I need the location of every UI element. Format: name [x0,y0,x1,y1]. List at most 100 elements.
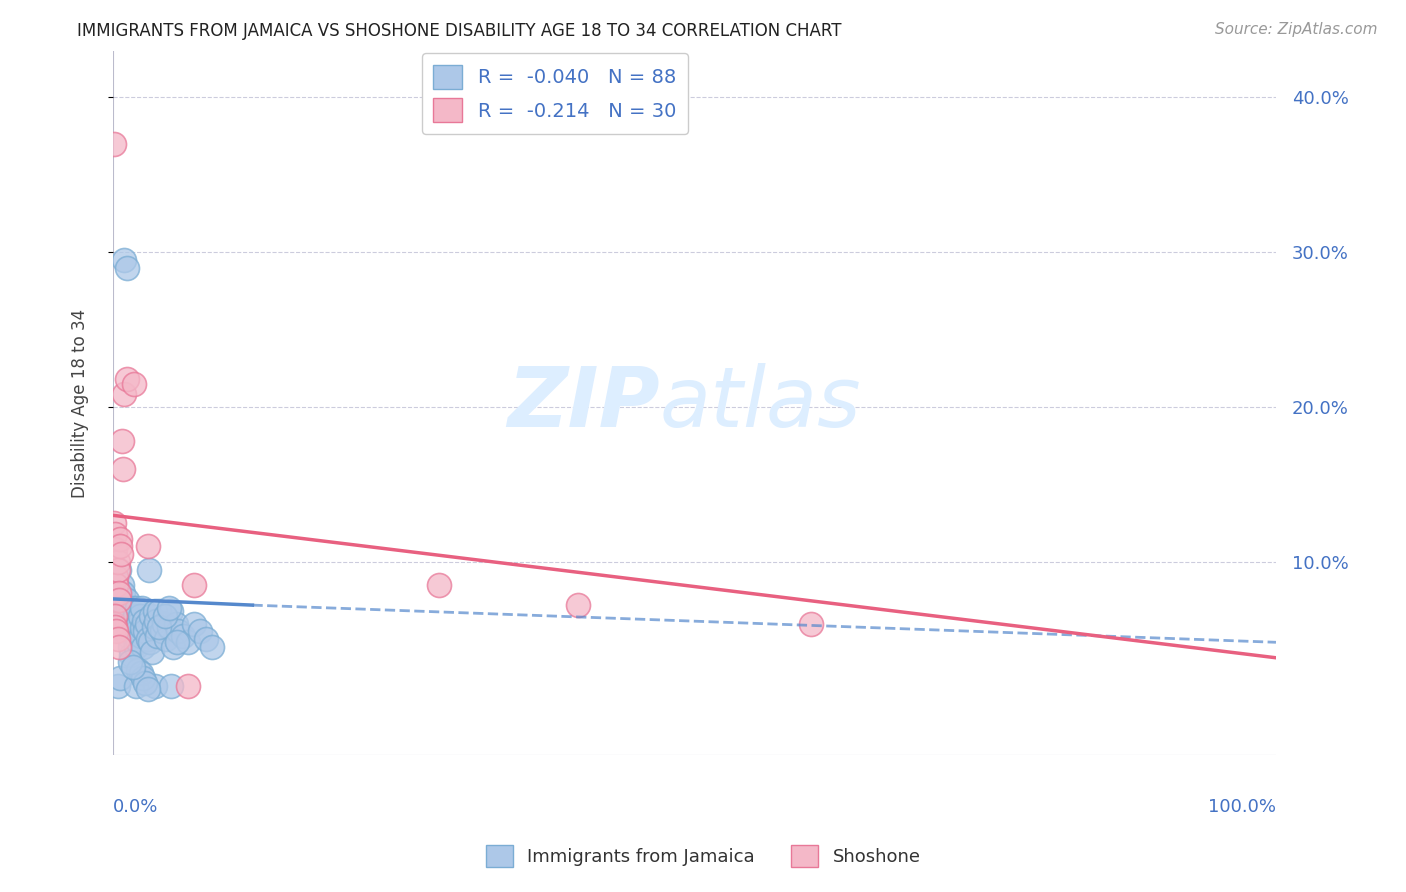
Point [114,604,136,618]
Point [108,532,131,546]
Point [112,609,135,624]
Point [115,593,138,607]
Point [107,679,129,693]
Point [139,635,162,649]
Point [124,632,146,647]
Point [105,570,128,584]
Point [143,604,166,618]
Point [134,675,156,690]
Point [111,434,134,448]
Point [141,644,163,658]
Point [104,609,127,624]
Point [107,562,129,576]
Point [124,609,146,624]
Text: IMMIGRANTS FROM JAMAICA VS SHOSHONE DISABILITY AGE 18 TO 34 CORRELATION CHART: IMMIGRANTS FROM JAMAICA VS SHOSHONE DISA… [77,22,842,40]
Point [103,516,125,530]
Point [135,616,157,631]
Point [104,542,127,557]
Point [128,609,150,624]
Text: ZIP: ZIP [508,362,659,443]
Point [120,616,142,631]
Point [127,616,149,631]
Point [110,547,132,561]
Point [110,616,132,631]
Text: 0.0%: 0.0% [112,797,159,815]
Point [108,582,131,597]
Point [183,578,205,592]
Legend: R =  -0.040   N = 88, R =  -0.214   N = 30: R = -0.040 N = 88, R = -0.214 N = 30 [422,54,688,134]
Point [110,593,132,607]
Point [115,620,138,634]
Point [107,555,129,569]
Point [132,640,155,654]
Point [108,624,131,639]
Point [121,660,143,674]
Legend: Immigrants from Jamaica, Shoshone: Immigrants from Jamaica, Shoshone [478,838,928,874]
Point [114,252,136,267]
Point [125,640,148,654]
Point [136,681,159,696]
Point [117,629,139,643]
Point [104,597,127,611]
Point [148,620,170,634]
Point [800,616,823,631]
Point [115,372,138,386]
Point [160,679,183,693]
Point [125,679,148,693]
Point [136,539,159,553]
Text: atlas: atlas [659,362,860,443]
Point [153,616,176,631]
Point [129,629,152,643]
Point [183,616,205,631]
Point [142,620,165,634]
Point [122,601,145,615]
Text: Source: ZipAtlas.com: Source: ZipAtlas.com [1215,22,1378,37]
Point [194,632,217,647]
Point [141,609,163,624]
Point [127,635,149,649]
Point [150,624,173,639]
Point [105,604,128,618]
Point [155,632,177,647]
Point [427,578,450,592]
Point [104,620,127,634]
Y-axis label: Disability Age 18 to 34: Disability Age 18 to 34 [72,309,89,498]
Point [114,598,136,612]
Point [125,620,148,634]
Point [120,640,142,654]
Point [162,640,184,654]
Point [117,601,139,615]
Point [136,632,159,647]
Point [177,679,200,693]
Point [166,635,188,649]
Point [134,614,156,628]
Point [105,624,128,639]
Point [157,620,180,634]
Point [107,589,129,603]
Point [114,387,136,401]
Point [172,629,194,643]
Point [127,663,149,677]
Point [122,624,145,639]
Point [108,539,131,553]
Point [148,604,170,618]
Point [188,624,211,639]
Point [127,601,149,615]
Point [131,601,153,615]
Point [138,562,160,576]
Point [114,624,136,639]
Point [132,671,155,685]
Point [143,679,166,693]
Point [104,527,127,541]
Point [131,621,153,635]
Point [167,624,190,639]
Point [105,578,128,592]
Point [103,136,125,151]
Point [107,612,129,626]
Point [107,585,129,599]
Point [127,624,149,639]
Point [118,609,141,624]
Point [112,462,135,476]
Point [107,562,129,576]
Point [112,585,135,599]
